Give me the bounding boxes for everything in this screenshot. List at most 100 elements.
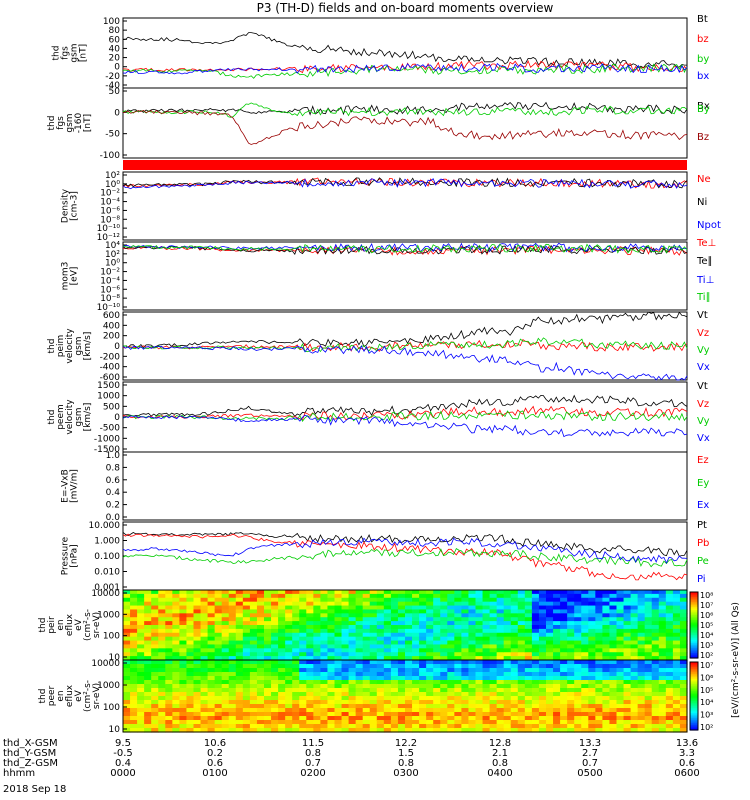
heatmap-cell xyxy=(355,605,364,611)
heatmap-cell xyxy=(553,590,561,595)
heatmap-cell xyxy=(574,716,582,721)
heatmap-cell xyxy=(320,728,329,733)
heatmap-cell xyxy=(242,684,251,689)
heatmap-cell xyxy=(560,605,568,611)
heatmap-cell xyxy=(313,605,321,611)
heatmap-cell xyxy=(468,720,477,725)
heatmap-cell xyxy=(489,605,498,611)
heatmap-cell xyxy=(165,656,173,661)
y-tick-label: 0.010 xyxy=(94,568,120,578)
heatmap-cell xyxy=(221,692,230,697)
heatmap-cell xyxy=(595,680,603,685)
heatmap-cell xyxy=(397,700,406,705)
heatmap-cell xyxy=(567,668,575,673)
heatmap-cell xyxy=(581,621,589,626)
heatmap-cell xyxy=(447,708,455,713)
heatmap-cell xyxy=(588,656,596,661)
heatmap-cell xyxy=(468,617,477,622)
heatmap-cell xyxy=(588,684,596,689)
series-line xyxy=(122,531,688,557)
heatmap-cell xyxy=(510,700,519,705)
heatmap-cell xyxy=(348,680,357,685)
heatmap-cell xyxy=(588,696,596,701)
heatmap-cell xyxy=(602,684,611,689)
colorbar-tick: 10⁴ xyxy=(700,698,713,707)
heatmap-cell xyxy=(679,720,688,725)
heatmap-cell xyxy=(454,590,462,595)
heatmap-cell xyxy=(588,708,596,713)
heatmap-cell xyxy=(630,676,639,681)
heatmap-cell xyxy=(369,597,378,603)
heatmap-cell xyxy=(313,712,321,717)
heatmap-cell xyxy=(517,680,526,685)
heatmap-cell xyxy=(200,668,209,673)
heatmap-cell xyxy=(531,644,540,649)
heatmap-cell xyxy=(348,668,357,673)
heatmap-cell xyxy=(440,720,448,725)
heatmap-cell xyxy=(320,593,329,599)
heatmap-cell xyxy=(531,628,540,634)
heatmap-cell xyxy=(193,660,202,665)
heatmap-cell xyxy=(264,720,272,725)
legend-label: Pt xyxy=(697,520,707,531)
heatmap-cell xyxy=(334,648,343,653)
heatmap-cell xyxy=(461,605,470,611)
heatmap-cell xyxy=(285,613,293,618)
heatmap-cell xyxy=(517,617,526,622)
colorbar-cell xyxy=(690,701,698,704)
heatmap-cell xyxy=(567,636,575,642)
heatmap-cell xyxy=(327,597,336,603)
heatmap-cell xyxy=(376,680,385,685)
heatmap-cell xyxy=(651,664,660,669)
heatmap-cell xyxy=(644,688,653,693)
heatmap-cell xyxy=(228,597,237,603)
heatmap-cell xyxy=(581,609,589,614)
heatmap-cell xyxy=(235,724,244,729)
heatmap-cell xyxy=(249,625,258,630)
heatmap-cell xyxy=(475,640,484,646)
y-axis-label: -160 xyxy=(74,113,84,134)
heatmap-cell xyxy=(440,704,448,709)
heatmap-cell xyxy=(369,724,378,729)
heatmap-cell xyxy=(144,648,152,653)
y-axis-label: thd xyxy=(52,46,62,61)
ephemeris-value: 0400 xyxy=(487,768,512,779)
heatmap-cell xyxy=(553,672,561,677)
heatmap-cell xyxy=(200,684,209,689)
heatmap-cell xyxy=(179,601,188,607)
heatmap-cell xyxy=(369,692,378,697)
heatmap-cell xyxy=(369,688,378,693)
heatmap-cell xyxy=(630,684,639,689)
heatmap-cell xyxy=(341,692,350,697)
heatmap-cell xyxy=(249,680,258,685)
heatmap-cell xyxy=(306,676,314,681)
heatmap-cell xyxy=(553,632,561,638)
heatmap-cell xyxy=(637,656,646,661)
heatmap-cell xyxy=(419,724,427,729)
heatmap-cell xyxy=(426,632,434,638)
heatmap-cell xyxy=(355,593,364,599)
heatmap-cell xyxy=(609,684,618,689)
heatmap-cell xyxy=(658,613,667,618)
heatmap-cell xyxy=(616,656,625,661)
heatmap-cell xyxy=(560,609,568,614)
heatmap-cell xyxy=(137,688,145,693)
heatmap-cell xyxy=(531,700,540,705)
heatmap-cell xyxy=(595,636,603,642)
heatmap-cell xyxy=(334,625,343,630)
heatmap-cell xyxy=(299,628,307,634)
heatmap-cell xyxy=(454,692,462,697)
heatmap-cell xyxy=(179,728,188,733)
heatmap-cell xyxy=(489,716,498,721)
heatmap-cell xyxy=(531,652,540,657)
heatmap-cell xyxy=(489,601,498,607)
heatmap-cell xyxy=(256,621,265,626)
heatmap-cell xyxy=(609,668,618,673)
heatmap-cell xyxy=(390,601,399,607)
colorbar-cell xyxy=(690,684,698,687)
heatmap-cell xyxy=(658,597,667,603)
heatmap-cell xyxy=(151,648,159,653)
heatmap-cell xyxy=(214,613,223,618)
heatmap-cell xyxy=(454,708,462,713)
heatmap-cell xyxy=(630,724,639,729)
